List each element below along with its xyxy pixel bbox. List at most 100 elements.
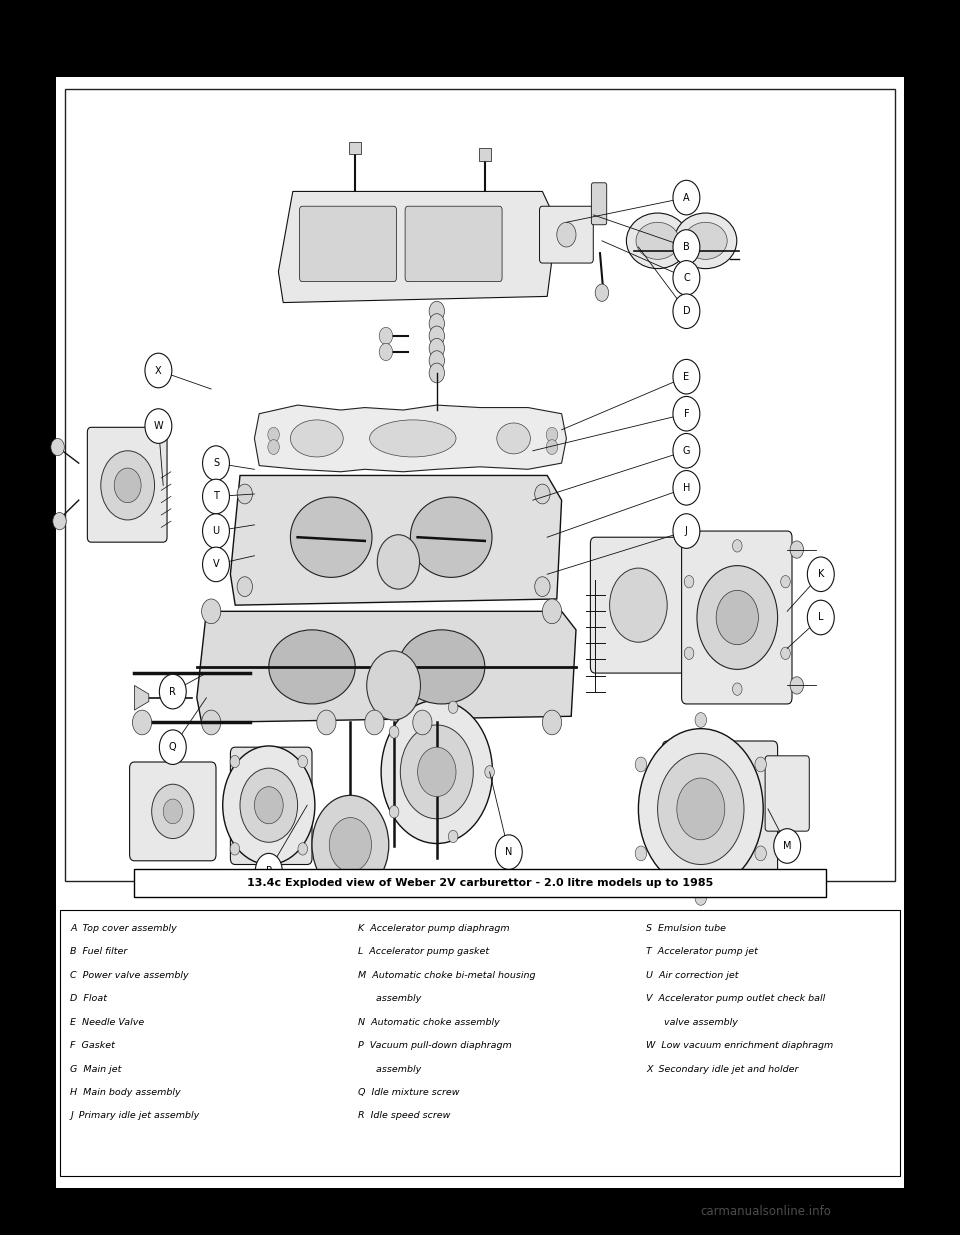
Circle shape	[381, 700, 492, 844]
Ellipse shape	[269, 630, 355, 704]
Circle shape	[673, 471, 700, 505]
Polygon shape	[230, 475, 562, 605]
Ellipse shape	[626, 212, 689, 269]
Text: Q: Q	[169, 742, 177, 752]
Circle shape	[101, 451, 155, 520]
Text: M  Automatic choke bi-metal housing: M Automatic choke bi-metal housing	[358, 971, 536, 979]
Bar	[479, 148, 491, 161]
Text: C  Power valve assembly: C Power valve assembly	[70, 971, 189, 979]
Circle shape	[390, 805, 399, 818]
Text: V: V	[213, 559, 219, 569]
Circle shape	[255, 853, 282, 888]
Text: U  Air correction jet: U Air correction jet	[646, 971, 738, 979]
Circle shape	[807, 600, 834, 635]
Circle shape	[790, 541, 804, 558]
Circle shape	[485, 766, 494, 778]
Circle shape	[379, 327, 393, 345]
Text: J: J	[685, 526, 687, 536]
Text: F: F	[684, 409, 689, 419]
Text: T: T	[213, 492, 219, 501]
Circle shape	[610, 568, 667, 642]
FancyBboxPatch shape	[591, 183, 607, 225]
Ellipse shape	[636, 222, 680, 259]
Circle shape	[429, 363, 444, 383]
Circle shape	[673, 294, 700, 329]
Circle shape	[429, 326, 444, 346]
Circle shape	[448, 701, 458, 714]
Circle shape	[673, 261, 700, 295]
Circle shape	[145, 409, 172, 443]
Text: L: L	[818, 613, 824, 622]
Circle shape	[636, 846, 647, 861]
Text: carmanualsonline.info: carmanualsonline.info	[701, 1205, 831, 1218]
Text: J  Primary idle jet assembly: J Primary idle jet assembly	[70, 1112, 200, 1120]
Text: A: A	[684, 193, 689, 203]
Text: assembly: assembly	[358, 1065, 421, 1073]
Circle shape	[542, 599, 562, 624]
Text: B: B	[683, 242, 690, 252]
Text: K: K	[818, 569, 824, 579]
Circle shape	[51, 438, 64, 456]
Text: W: W	[154, 421, 163, 431]
Circle shape	[230, 756, 240, 768]
Text: U: U	[212, 526, 220, 536]
Circle shape	[268, 427, 279, 442]
Circle shape	[429, 351, 444, 370]
Circle shape	[203, 479, 229, 514]
FancyBboxPatch shape	[300, 206, 396, 282]
Circle shape	[673, 359, 700, 394]
Circle shape	[202, 710, 221, 735]
Circle shape	[535, 484, 550, 504]
FancyBboxPatch shape	[230, 747, 312, 864]
Circle shape	[636, 757, 647, 772]
Text: P: P	[266, 866, 272, 876]
Circle shape	[546, 440, 558, 454]
Text: W  Low vacuum enrichment diaphragm: W Low vacuum enrichment diaphragm	[646, 1041, 833, 1050]
Text: H  Main body assembly: H Main body assembly	[70, 1088, 180, 1097]
Ellipse shape	[370, 420, 456, 457]
Text: H: H	[683, 483, 690, 493]
Circle shape	[379, 343, 393, 361]
Circle shape	[429, 338, 444, 358]
Circle shape	[755, 846, 766, 861]
Circle shape	[400, 725, 473, 819]
FancyBboxPatch shape	[405, 206, 502, 282]
Circle shape	[732, 683, 742, 695]
Text: E  Needle Valve: E Needle Valve	[70, 1018, 144, 1026]
Circle shape	[697, 566, 778, 669]
Circle shape	[557, 222, 576, 247]
Circle shape	[312, 795, 389, 894]
Circle shape	[429, 314, 444, 333]
Circle shape	[546, 427, 558, 442]
Text: L  Accelerator pump gasket: L Accelerator pump gasket	[358, 947, 490, 956]
Text: G: G	[683, 446, 690, 456]
Circle shape	[390, 726, 399, 739]
Circle shape	[677, 778, 725, 840]
FancyBboxPatch shape	[590, 537, 686, 673]
Circle shape	[237, 484, 252, 504]
Ellipse shape	[398, 630, 485, 704]
Circle shape	[268, 440, 279, 454]
Circle shape	[159, 674, 186, 709]
Circle shape	[732, 540, 742, 552]
FancyBboxPatch shape	[87, 427, 167, 542]
Text: A  Top cover assembly: A Top cover assembly	[70, 924, 177, 932]
Text: V  Accelerator pump outlet check ball: V Accelerator pump outlet check ball	[646, 994, 826, 1003]
Text: R  Idle speed screw: R Idle speed screw	[358, 1112, 450, 1120]
Circle shape	[163, 799, 182, 824]
Text: 13.4c Exploded view of Weber 2V carburettor - 2.0 litre models up to 1985: 13.4c Exploded view of Weber 2V carburet…	[247, 878, 713, 888]
Text: F  Gasket: F Gasket	[70, 1041, 115, 1050]
Polygon shape	[254, 405, 566, 472]
Circle shape	[298, 842, 307, 855]
Circle shape	[429, 301, 444, 321]
Ellipse shape	[291, 420, 344, 457]
Circle shape	[203, 446, 229, 480]
Circle shape	[240, 768, 298, 842]
Circle shape	[638, 729, 763, 889]
Circle shape	[152, 784, 194, 839]
Circle shape	[658, 753, 744, 864]
Circle shape	[317, 710, 336, 735]
Circle shape	[780, 647, 790, 659]
Text: G  Main jet: G Main jet	[70, 1065, 122, 1073]
Bar	[349, 142, 361, 154]
